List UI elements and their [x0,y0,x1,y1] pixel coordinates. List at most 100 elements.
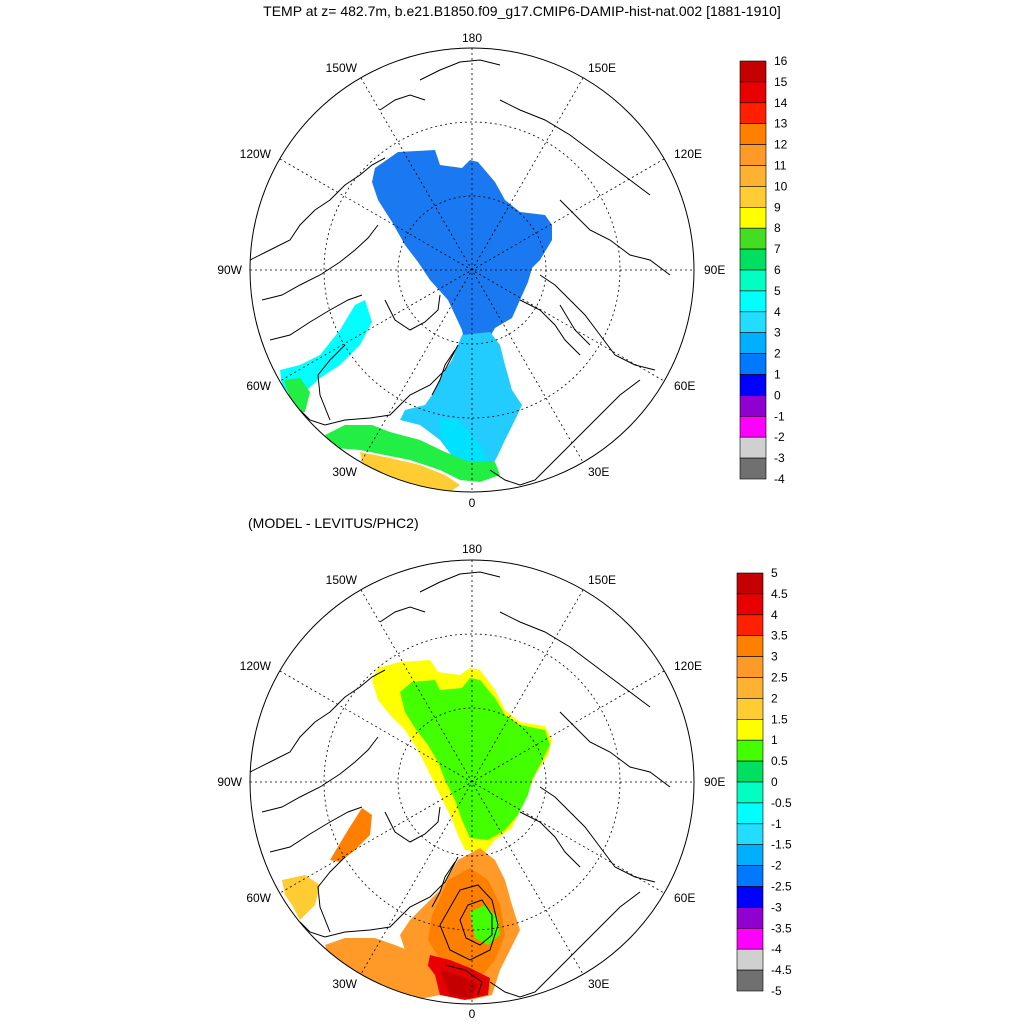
bottom-lon-150w: 150W [326,573,358,587]
bottom-lon-90w: 90W [217,775,242,789]
top-colorbar-tick-label: 14 [774,96,788,110]
top-lon-30w: 30W [332,465,357,479]
bottom-colorbar-swatch [736,907,764,929]
bottom-colorbar-tick-label: -5 [771,984,782,998]
bottom-colorbar-tick-label: -2.5 [771,880,792,894]
top-coastlines [250,59,671,486]
top-colorbar-tick-label: 1 [774,368,781,382]
bottom-colorbar-tick-label: -2 [771,859,782,873]
bottom-colorbar-tick-label: -4.5 [771,963,792,977]
bottom-colorbar-tick-label: 0.5 [771,754,788,768]
top-arctic-basin-field [372,150,552,345]
top-map-border [249,47,695,493]
bottom-lon-30w: 30W [332,977,357,991]
bottom-atlantic-deep-orange-field [428,868,505,978]
top-nordic-green-field [325,425,500,482]
bottom-colorbar-tick-label: -4 [771,942,782,956]
top-colorbar-tick-label: 15 [774,75,788,89]
top-lon-150e: 150E [588,61,616,75]
top-colorbar-swatch [739,374,767,396]
top-colorbar-swatch [739,290,767,313]
top-lon-90w: 90W [217,263,242,277]
top-colorbar-swatch [739,436,767,459]
top-colorbar-swatch [739,165,767,187]
bottom-colorbar-tick-label: -3 [771,900,782,914]
top-colorbar-tick-label: 10 [774,179,788,193]
top-colorbar-tick-label: 3 [774,326,781,340]
bottom-colorbar-tick-label: 3 [771,650,778,664]
bottom-colorbar-tick-label: 4 [771,608,778,622]
top-colorbar-tick-label: 12 [774,138,788,152]
top-colorbar-swatch [739,227,767,250]
top-colorbar-tick-label: 13 [774,117,788,131]
top-colorbar-tick-label: 8 [774,221,781,235]
top-colorbar-swatch [739,186,767,208]
bottom-graticule [250,560,694,1004]
top-lon-120e: 120E [674,147,702,161]
top-lon-90e: 90E [704,263,725,277]
top-colorbar-swatch [739,311,767,333]
bottom-colorbar: 5 4.5 4 3.5 3 2.5 2 1.5 1 0.5 0 -0.5 -1 -1.5 -2 -2.5 -3 -… [736,566,792,998]
top-colorbar-swatch [739,457,767,480]
top-colorbar-swatch [739,207,767,229]
top-colorbar-swatch [739,144,767,166]
bottom-colorbar-swatch [736,593,764,616]
bottom-colorbar-swatch [736,698,764,720]
bottom-colorbar-tick-label: 2.5 [771,671,788,685]
top-colorbar-swatch [739,102,767,125]
top-lon-60w: 60W [246,379,271,393]
figure-title: TEMP at z= 482.7m, b.e21.B1850.f09_g17.C… [263,3,781,19]
top-colorbar-tick-label: -4 [774,472,785,486]
bottom-colorbar-swatch [736,635,764,657]
bottom-colorbar-tick-label: 3.5 [771,629,788,643]
bottom-colorbar-tick-label: 0 [771,775,778,789]
bottom-colorbar-tick-label: 1.5 [771,712,788,726]
bottom-lon-30e: 30E [588,977,609,991]
bottom-colorbar-swatch [736,948,764,971]
top-colorbar-tick-label: 0 [774,388,781,402]
bottom-lon-150e: 150E [588,573,616,587]
top-fram-strait-field [400,332,522,475]
bottom-lon-120e: 120E [674,659,702,673]
bottom-green-field [400,678,550,840]
bottom-colorbar-swatch [736,927,764,950]
top-colorbar-swatch [739,60,767,83]
bottom-map-border [249,559,695,1005]
bottom-lon-60e: 60E [674,891,695,905]
bottom-colorbar-tick-label: -1 [771,817,782,831]
top-lon-30e: 30E [588,465,609,479]
top-colorbar-swatch [739,269,767,292]
difference-subtitle: (MODEL - LEVITUS/PHC2) [248,515,419,531]
bottom-colorbar-tick-label: -0.5 [771,796,792,810]
bottom-lon-120w: 120W [240,659,272,673]
bottom-colorbar-swatch [736,781,764,804]
top-colorbar-swatch [739,395,767,417]
top-lon-150w: 150W [326,61,358,75]
top-colorbar-tick-label: 11 [774,159,787,173]
bottom-colorbar-tick-label: -3.5 [771,921,792,935]
bottom-colorbar-tick-label: 1 [771,733,778,747]
top-colorbar-tick-label: 16 [774,54,788,68]
bottom-colorbar-swatch [736,886,764,908]
bottom-lon-0: 0 [469,1007,476,1021]
bottom-colorbar-swatch [736,739,764,762]
top-colorbar-tick-label: 7 [774,242,781,256]
top-colorbar-tick-label: 2 [774,347,781,361]
top-colorbar-swatch [739,81,767,104]
bottom-map: 180 0 90W 90E 150W 120W 150E 120E 60W 30… [217,542,725,1021]
bottom-colorbar-swatch [736,572,764,595]
top-lon-180: 180 [462,31,482,45]
top-colorbar-tick-label: -2 [774,430,785,444]
top-map: 180 0 90W 90E 150W 120W 150E 120E 60W 30… [217,31,725,510]
bottom-lon-60w: 60W [246,891,271,905]
top-colorbar-tick-label: 4 [774,305,781,319]
bottom-coastlines [250,571,671,998]
top-colorbar-tick-label: -1 [774,409,785,423]
bottom-lon-90e: 90E [704,775,725,789]
top-colorbar-swatch [739,123,767,145]
top-colorbar-tick-label: 9 [774,200,781,214]
bottom-colorbar-tick-label: 4.5 [771,587,788,601]
top-colorbar-tick-label: 6 [774,263,781,277]
top-fram-inner-field [440,418,488,470]
